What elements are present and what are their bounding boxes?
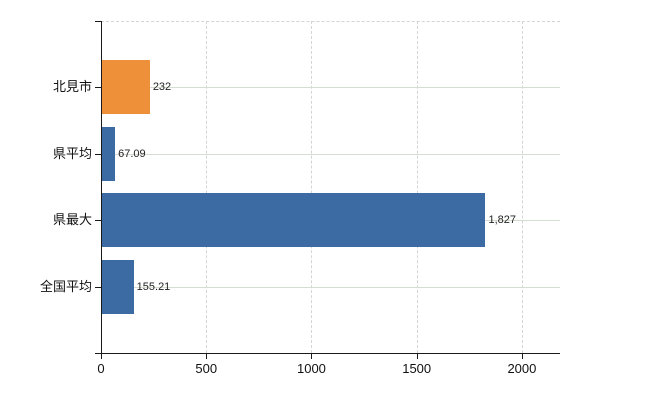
x-tick — [521, 354, 523, 359]
bar-県最大 — [101, 193, 486, 248]
value-label: 155.21 — [136, 280, 171, 293]
gridline-vertical — [311, 21, 313, 353]
x-tick — [101, 354, 102, 359]
gridline-vertical — [521, 21, 523, 353]
gridline-vertical — [206, 21, 208, 353]
value-label: 1,827 — [488, 214, 517, 227]
gridline-horizontal — [101, 153, 560, 155]
plot-area: 232 67.09 1,827 155.21 — [101, 21, 560, 353]
category-label: 全国平均 — [39, 278, 92, 294]
plot-top-border — [101, 21, 560, 22]
gridline-horizontal — [101, 87, 560, 89]
x-tick-label: 1500 — [402, 361, 432, 376]
x-tick-label: 0 — [97, 361, 105, 376]
y-tick — [95, 87, 101, 89]
y-tick — [95, 286, 101, 288]
y-tick — [95, 153, 101, 155]
x-tick-label: 500 — [195, 361, 218, 376]
value-label: 67.09 — [118, 147, 146, 160]
bar-県平均 — [101, 126, 116, 181]
bar-北見市 — [101, 60, 150, 115]
value-label: 232 — [152, 81, 172, 94]
gridline-vertical — [416, 21, 418, 353]
x-tick-label: 1000 — [296, 361, 326, 376]
category-label: 県平均 — [52, 145, 92, 161]
bar-全国平均 — [101, 259, 134, 314]
x-tick — [416, 354, 418, 359]
x-axis — [95, 353, 560, 354]
y-axis — [101, 21, 102, 354]
x-tick-label: 2000 — [507, 361, 537, 376]
category-label: 北見市 — [52, 79, 92, 95]
category-label: 県最大 — [52, 212, 92, 228]
x-tick — [311, 354, 313, 359]
gridline-horizontal — [101, 286, 560, 288]
x-tick — [206, 354, 208, 359]
y-tick — [95, 220, 101, 222]
y-axis-end-tick — [95, 21, 101, 22]
